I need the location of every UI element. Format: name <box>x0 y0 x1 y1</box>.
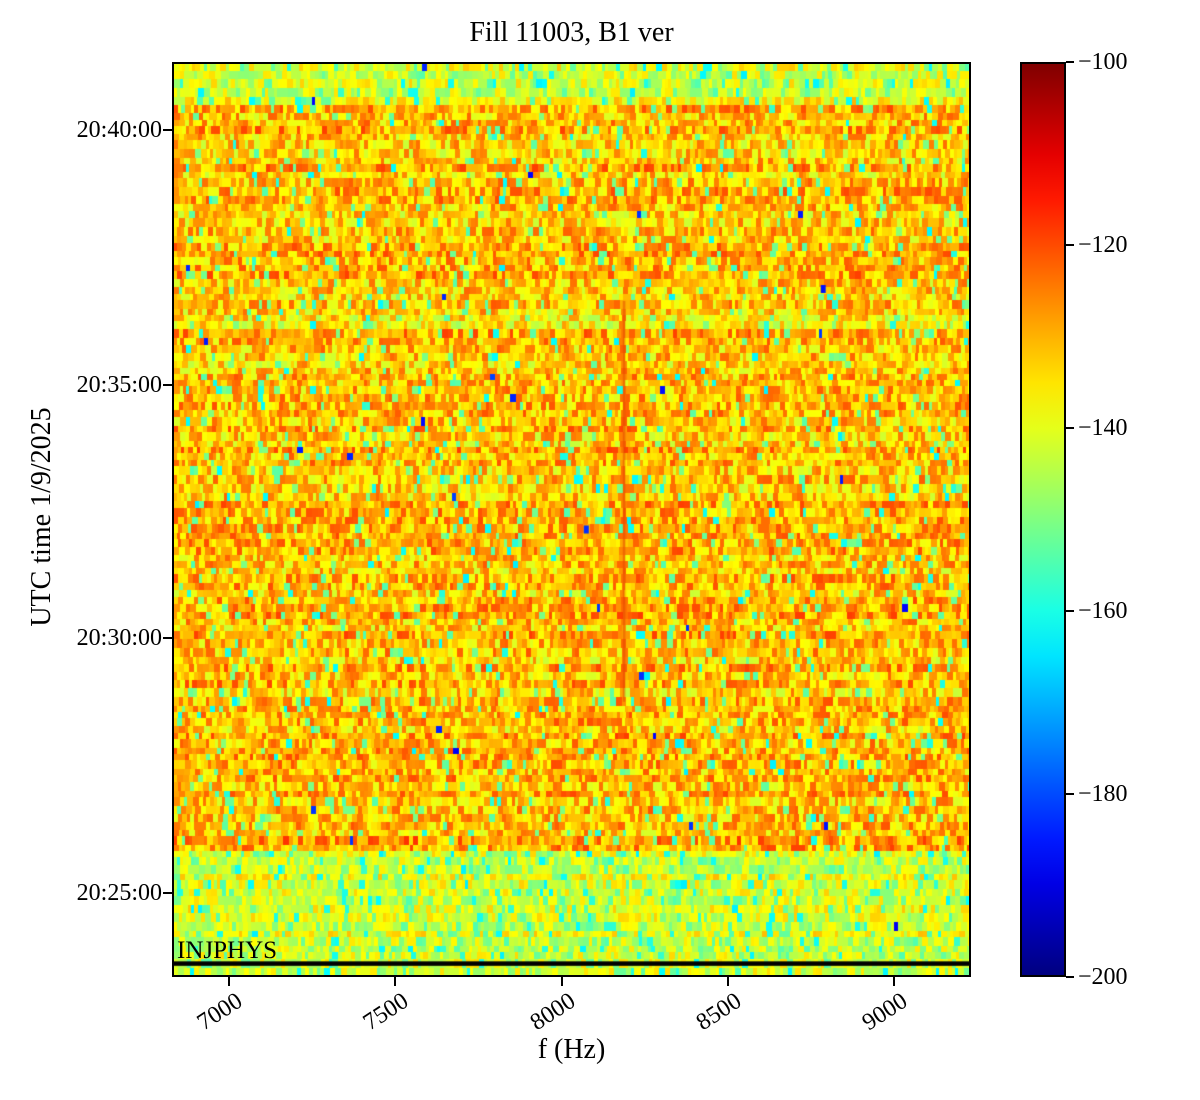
beam-mode-annotation: INJPHYS <box>177 937 278 964</box>
colorbar-tick-label: −160 <box>1078 598 1128 624</box>
colorbar-tick-mark <box>1066 793 1074 795</box>
colorbar <box>1020 62 1066 977</box>
colorbar-tick-mark <box>1066 610 1074 612</box>
y-tick-mark <box>163 383 172 386</box>
y-axis-label: UTC time 1/9/2025 <box>26 407 57 627</box>
x-tick-label: 7000 <box>192 988 247 1036</box>
plot-title: Fill 11003, B1 ver <box>469 17 674 48</box>
colorbar-tick-label: −100 <box>1078 49 1128 75</box>
colorbar-tick-label: −120 <box>1078 232 1128 258</box>
x-tick-mark <box>394 977 397 986</box>
y-tick-label: 20:30:00 <box>76 624 162 651</box>
x-tick-mark <box>560 977 563 986</box>
x-tick-mark <box>726 977 729 986</box>
spectrogram-plot: INJPHYS <box>172 62 971 977</box>
y-tick-label: 20:35:00 <box>76 371 162 398</box>
colorbar-tick-label: −180 <box>1078 781 1128 807</box>
x-axis-label: f (Hz) <box>537 1034 606 1065</box>
x-tick-mark <box>227 977 230 986</box>
colorbar-tick-mark <box>1066 427 1074 429</box>
y-tick-mark <box>163 636 172 639</box>
colorbar-tick-mark <box>1066 61 1074 63</box>
x-tick-label: 9000 <box>858 988 913 1036</box>
y-tick-label: 20:40:00 <box>76 116 162 143</box>
colorbar-tick-label: −140 <box>1078 415 1128 441</box>
colorbar-tick-mark <box>1066 244 1074 246</box>
y-tick-mark <box>163 891 172 894</box>
x-tick-label: 8500 <box>691 988 747 1036</box>
colorbar-tick-mark <box>1066 976 1074 978</box>
y-tick-label: 20:25:00 <box>76 879 162 906</box>
y-tick-mark <box>163 128 172 131</box>
x-tick-mark <box>893 977 896 986</box>
x-tick-label: 8000 <box>525 988 580 1036</box>
colorbar-tick-label: −200 <box>1078 964 1128 990</box>
spectrogram-heatmap <box>174 64 969 975</box>
x-tick-label: 7500 <box>358 988 414 1036</box>
